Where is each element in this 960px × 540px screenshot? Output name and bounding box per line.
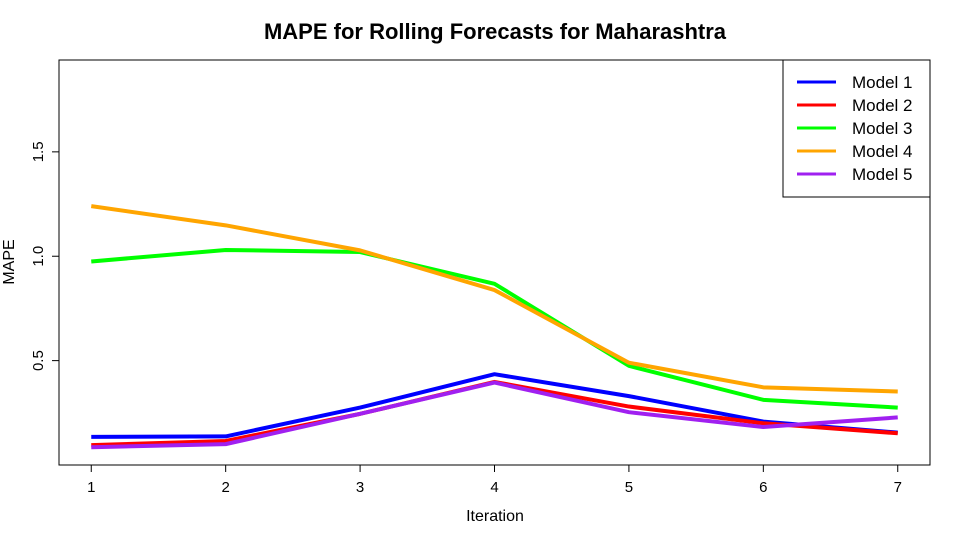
legend: Model 1 Model 2 Model 3 Model 4 Model 5 xyxy=(782,59,931,198)
legend-label: Model 1 xyxy=(852,73,912,92)
y-axis: 0.5 1.0 1.5 xyxy=(30,141,60,371)
y-axis-label: MAPE xyxy=(1,239,18,284)
x-tick-label: 2 xyxy=(222,479,230,496)
series-line-model-5 xyxy=(91,380,898,450)
x-tick-label: 7 xyxy=(894,479,902,496)
chart-title: MAPE for Rolling Forecasts for Maharasht… xyxy=(264,19,727,44)
legend-label: Model 2 xyxy=(852,96,912,115)
y-tick-label: 0.5 xyxy=(30,350,47,371)
series-line-model-3 xyxy=(91,247,898,410)
x-tick-label: 6 xyxy=(759,479,767,496)
x-tick-label: 5 xyxy=(625,479,633,496)
legend-label: Model 3 xyxy=(852,119,912,138)
series-lines xyxy=(90,204,898,450)
x-tick-label: 3 xyxy=(356,479,364,496)
x-axis-label: Iteration xyxy=(466,508,524,525)
y-tick-label: 1.5 xyxy=(30,141,47,162)
x-axis: 1 2 3 4 5 6 7 xyxy=(87,464,902,496)
x-tick-label: 4 xyxy=(490,479,498,496)
y-tick-label: 1.0 xyxy=(30,246,47,267)
x-tick-label: 1 xyxy=(87,479,95,496)
legend-label: Model 5 xyxy=(852,165,912,184)
series-line-model-4 xyxy=(90,204,898,394)
legend-label: Model 4 xyxy=(852,142,912,161)
